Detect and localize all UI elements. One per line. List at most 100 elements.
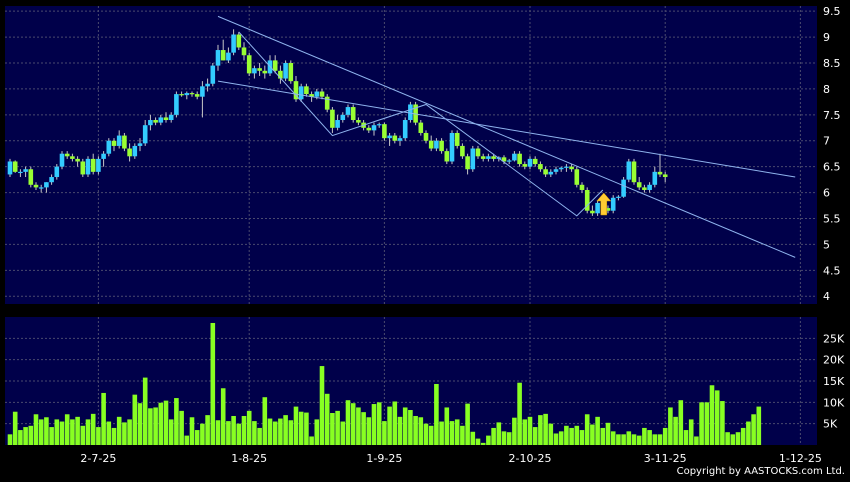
volume-bar bbox=[262, 397, 268, 445]
price-tick-label: 8 bbox=[823, 83, 830, 96]
volume-bar bbox=[184, 435, 190, 445]
volume-bar bbox=[720, 401, 725, 445]
volume-bar bbox=[345, 400, 351, 445]
volume-bar bbox=[636, 435, 642, 445]
volume-bar bbox=[148, 408, 153, 445]
volume-bar bbox=[652, 434, 658, 445]
volume-bar bbox=[85, 419, 91, 445]
volume-bar bbox=[90, 413, 96, 445]
candle-up bbox=[174, 94, 179, 115]
candle-down bbox=[64, 153, 70, 157]
trend-overlays bbox=[217, 15, 796, 258]
volume-bar bbox=[756, 406, 762, 445]
date-tick-label: 3-11-25 bbox=[644, 452, 687, 465]
volume-bar bbox=[688, 419, 694, 445]
candle-up bbox=[54, 166, 60, 178]
price-axis: 4 4.5 5 5.5 6 6.5 7 7.5 8 8.5 9 9.5 bbox=[823, 5, 841, 303]
volume-bar bbox=[101, 392, 106, 445]
candle-up bbox=[168, 114, 174, 121]
candle-up bbox=[621, 179, 626, 197]
volume-bar bbox=[699, 402, 704, 445]
candle-down bbox=[538, 164, 543, 170]
volume-bar bbox=[584, 414, 590, 445]
volume-bar bbox=[7, 434, 13, 445]
volume-bar bbox=[272, 421, 278, 445]
volume-bar bbox=[70, 419, 75, 445]
candle-down bbox=[423, 132, 429, 141]
volume-bar bbox=[413, 415, 418, 445]
volume-bar bbox=[168, 419, 174, 445]
volume-bar bbox=[491, 427, 496, 445]
candle-up bbox=[558, 167, 564, 170]
candle-up bbox=[449, 132, 455, 162]
candle-up bbox=[314, 91, 320, 97]
volume-bar bbox=[683, 430, 689, 445]
candle-up bbox=[158, 117, 164, 123]
volume-bar bbox=[80, 425, 86, 445]
candle-up bbox=[116, 135, 122, 146]
volume-bar bbox=[179, 410, 184, 445]
candle-down bbox=[153, 120, 158, 123]
candle-down bbox=[236, 34, 242, 48]
volume-bar bbox=[470, 431, 476, 445]
candle-down bbox=[532, 158, 538, 165]
candle-down bbox=[80, 161, 86, 175]
channel-line bbox=[217, 15, 796, 258]
candle-up bbox=[101, 153, 106, 159]
volume-bar bbox=[215, 420, 221, 445]
candle-up bbox=[132, 145, 138, 157]
candle-up bbox=[564, 166, 569, 168]
candle-up bbox=[595, 202, 600, 214]
candle-up bbox=[506, 160, 512, 162]
volume-bar bbox=[257, 427, 262, 445]
candle-down bbox=[366, 127, 372, 131]
price-tick-label: 9.5 bbox=[823, 5, 841, 18]
volume-bar bbox=[579, 430, 585, 445]
volume-bar bbox=[226, 421, 231, 445]
volume-bar bbox=[647, 430, 652, 445]
volume-bar bbox=[278, 418, 283, 445]
volume-bar bbox=[678, 400, 684, 445]
volume-bar bbox=[387, 406, 392, 445]
volume-bar bbox=[642, 427, 647, 445]
volume-bar bbox=[96, 427, 101, 445]
candle-down bbox=[569, 166, 574, 170]
volume-bar bbox=[512, 417, 517, 445]
volume-bar bbox=[174, 398, 179, 445]
candle-down bbox=[319, 91, 325, 97]
volume-bar bbox=[335, 410, 340, 445]
price-tick-label: 4 bbox=[823, 290, 830, 303]
candle-down bbox=[163, 117, 169, 121]
candle-down bbox=[293, 81, 299, 100]
volume-bar bbox=[309, 436, 314, 445]
candle-down bbox=[246, 55, 252, 74]
date-axis: 2-7-25 1-8-25 1-9-25 2-10-25 3-11-25 1-12-25 bbox=[80, 452, 821, 465]
volume-bar bbox=[205, 415, 210, 445]
volume-bar bbox=[366, 417, 372, 445]
candle-up bbox=[44, 182, 49, 188]
volume-bar bbox=[662, 427, 668, 445]
candle-down bbox=[278, 70, 283, 79]
candle-up bbox=[252, 68, 257, 74]
volume-bar bbox=[392, 401, 398, 445]
volume-bar bbox=[423, 423, 429, 445]
volume-bar bbox=[304, 412, 309, 445]
candle-down bbox=[350, 107, 356, 121]
candle-up bbox=[470, 148, 476, 170]
volume-bar bbox=[434, 383, 439, 445]
candle-down bbox=[636, 182, 642, 188]
volume-bar bbox=[746, 421, 751, 445]
candle-up bbox=[626, 161, 632, 180]
volume-bar bbox=[18, 430, 23, 445]
volume-bar bbox=[402, 407, 408, 445]
volume-bar bbox=[200, 423, 205, 445]
volume-bar bbox=[288, 420, 294, 445]
volume-bar bbox=[189, 417, 195, 445]
candle-down bbox=[241, 47, 247, 56]
candle-up bbox=[7, 161, 13, 175]
volume-bar bbox=[194, 430, 200, 445]
candle-down bbox=[662, 174, 668, 178]
volume-bar bbox=[501, 431, 507, 445]
candle-down bbox=[356, 120, 361, 123]
